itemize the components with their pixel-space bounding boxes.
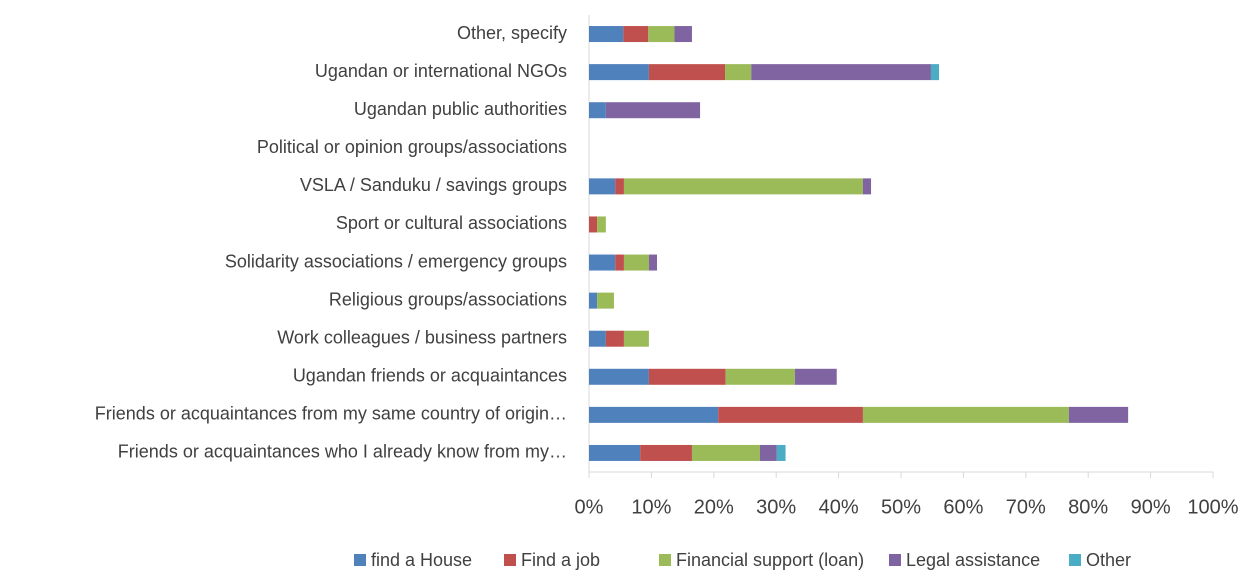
bar-segment — [615, 178, 624, 195]
bar-segment — [597, 292, 614, 309]
y-tick-label: Work colleagues / business partners — [277, 327, 567, 347]
x-tick-label: 70% — [1006, 496, 1046, 518]
bar-segment — [589, 444, 641, 461]
x-tick-label: 90% — [1131, 496, 1171, 518]
y-tick-label: Ugandan friends or acquaintances — [293, 366, 567, 386]
x-tick-label: 10% — [631, 496, 671, 518]
y-tick-label: Political or opinion groups/associations — [257, 137, 567, 157]
y-tick-label: Other, specify — [457, 23, 567, 43]
bar-segment — [605, 330, 624, 347]
y-tick-label: Solidarity associations / emergency grou… — [225, 251, 567, 271]
bar-segment — [615, 254, 624, 271]
legend-label: Other — [1086, 550, 1131, 570]
bar-segment — [776, 444, 786, 461]
bar-segment — [589, 254, 616, 271]
bar-segment — [589, 102, 606, 119]
x-tick-label: 40% — [819, 496, 859, 518]
bar-segment — [623, 330, 649, 347]
legend-label: find a House — [371, 550, 472, 570]
bar-segment — [648, 64, 726, 81]
y-tick-label: Friends or acquaintances who I already k… — [118, 442, 567, 462]
x-tick-label: 0% — [575, 496, 604, 518]
legend-swatch — [889, 554, 901, 566]
y-tick-label: Religious groups/associations — [329, 289, 567, 309]
bar-segment — [589, 292, 598, 309]
x-tick-label: 50% — [881, 496, 921, 518]
y-tick-label: Ugandan or international NGOs — [315, 61, 567, 81]
x-tick-label: 100% — [1187, 496, 1238, 518]
bar-segment — [751, 64, 931, 81]
bar-segment — [640, 444, 692, 461]
x-tick-label: 60% — [943, 496, 983, 518]
bar-segment — [930, 64, 940, 81]
bar-segment — [589, 216, 598, 233]
legend-swatch — [504, 554, 516, 566]
legend-label: Legal assistance — [906, 550, 1040, 570]
bar-segment — [623, 254, 649, 271]
bar-segment — [759, 444, 777, 461]
bar-segment — [691, 444, 760, 461]
legend-swatch — [659, 554, 671, 566]
bar-segment — [589, 406, 719, 423]
bar-segment — [725, 368, 795, 385]
bar-segment — [648, 254, 658, 271]
bar-segment — [589, 368, 649, 385]
bar-segment — [623, 178, 863, 195]
y-tick-label: VSLA / Sanduku / savings groups — [300, 175, 567, 195]
bar-segment — [597, 216, 606, 233]
bar-segment — [1068, 406, 1129, 423]
bar-segment — [725, 64, 752, 81]
legend-swatch — [1069, 554, 1081, 566]
bar-segment — [623, 26, 649, 43]
legend-label: Find a job — [521, 550, 600, 570]
x-tick-label: 20% — [694, 496, 734, 518]
bar-segment — [589, 26, 624, 43]
x-tick-label: 80% — [1068, 496, 1108, 518]
bar-segment — [862, 178, 872, 195]
bar-segment — [718, 406, 863, 423]
bar-segment — [589, 64, 649, 81]
y-tick-label: Sport or cultural associations — [336, 213, 567, 233]
bar-segment — [589, 330, 606, 347]
bar-segment — [674, 26, 692, 43]
y-tick-label: Ugandan public authorities — [354, 99, 567, 119]
bar-segment — [648, 368, 726, 385]
x-tick-label: 30% — [756, 496, 796, 518]
bar-segment — [862, 406, 1069, 423]
bar-segment — [648, 26, 675, 43]
bar-segment — [794, 368, 837, 385]
bar-segment — [589, 178, 616, 195]
legend-label: Financial support (loan) — [676, 550, 864, 570]
bar-segment — [605, 102, 701, 119]
legend-swatch — [354, 554, 366, 566]
y-tick-label: Friends or acquaintances from my same co… — [95, 404, 567, 424]
